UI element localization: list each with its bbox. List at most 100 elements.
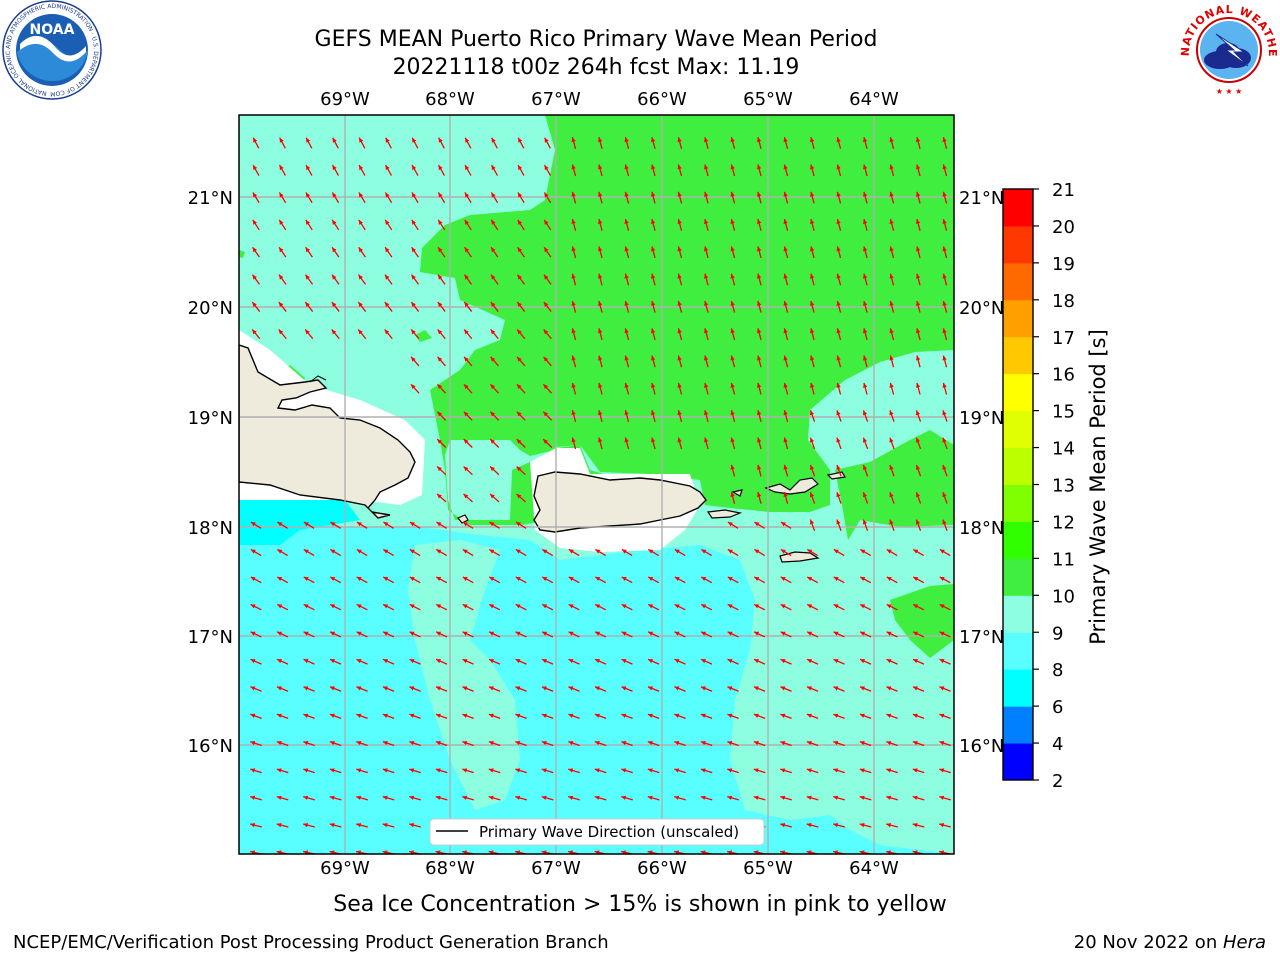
- wave-arrow: [862, 492, 869, 504]
- wave-arrow: [303, 741, 315, 747]
- wave-arrow: [515, 795, 527, 801]
- wave-arrow: [356, 741, 368, 747]
- colorbar-tick-label: 17: [1052, 328, 1075, 349]
- wave-arrow: [624, 328, 630, 341]
- wave-arrow: [409, 713, 421, 720]
- wave-arrow: [621, 795, 633, 801]
- wave-arrow: [277, 521, 288, 529]
- wave-arrow: [250, 768, 262, 774]
- wave-arrow: [704, 382, 709, 395]
- wave-arrow: [489, 493, 500, 503]
- wave-arrow: [462, 631, 474, 638]
- wave-arrow: [704, 218, 709, 231]
- wave-arrow: [252, 137, 260, 149]
- wave-arrow: [329, 603, 342, 611]
- wave-arrow: [727, 658, 739, 665]
- wave-arrow: [942, 300, 948, 313]
- wave-arrow: [568, 631, 580, 638]
- wave-arrow: [541, 631, 554, 638]
- wave-arrow: [542, 411, 553, 421]
- wave-arrow: [624, 355, 630, 368]
- colorbar-tick-label: 8: [1052, 660, 1063, 681]
- wave-arrow: [810, 191, 815, 204]
- wave-arrow: [753, 713, 766, 720]
- wave-arrow: [250, 658, 262, 665]
- wave-arrow: [488, 576, 501, 584]
- wave-arrow: [594, 741, 607, 747]
- period-fill-10s-speck: [239, 250, 245, 258]
- wave-arrow: [912, 658, 925, 665]
- wave-arrow: [886, 631, 898, 638]
- wave-arrow: [912, 603, 925, 611]
- wave-arrow: [651, 382, 656, 395]
- wave-arrow: [541, 795, 554, 801]
- wave-arrow: [435, 741, 448, 747]
- wave-arrow: [783, 246, 789, 259]
- wave-arrow: [276, 686, 289, 692]
- lon-tick-label: 66°W: [637, 89, 687, 110]
- wave-arrow: [543, 164, 552, 176]
- wave-arrow: [859, 795, 872, 801]
- wave-arrow: [780, 768, 792, 774]
- wave-arrow: [757, 164, 762, 177]
- wave-arrow: [806, 603, 819, 611]
- wave-arrow: [915, 464, 922, 477]
- wave-arrow: [939, 823, 951, 828]
- colorbar-segment: [1003, 447, 1033, 485]
- colorbar-tick-label: 19: [1052, 254, 1075, 275]
- wave-arrow: [783, 437, 789, 450]
- wave-arrow: [780, 823, 792, 828]
- wave-arrow: [382, 631, 395, 638]
- footer-date: 20 Nov 2022 on Hera: [1074, 932, 1266, 954]
- lat-tick-label: 21°N: [188, 188, 233, 209]
- wave-arrow: [727, 713, 739, 720]
- wave-arrow: [942, 328, 948, 341]
- wave-arrow: [303, 521, 315, 529]
- wave-arrow: [780, 686, 792, 692]
- wave-arrow: [437, 301, 446, 312]
- wave-arrow: [836, 273, 842, 286]
- wave-arrow: [571, 191, 577, 204]
- wave-arrow: [489, 438, 500, 448]
- longitude-labels-top: 69°W 68°W 67°W 66°W 65°W 64°W: [320, 89, 899, 110]
- wave-arrow: [250, 521, 262, 529]
- wave-arrow: [859, 686, 872, 692]
- wave-arrow: [490, 192, 499, 204]
- wave-arrow: [624, 410, 630, 422]
- wave-arrow: [411, 192, 419, 204]
- wave-arrow: [382, 795, 395, 801]
- wave-arrow: [833, 741, 845, 747]
- wave-arrow: [647, 741, 660, 747]
- wave-arrow: [757, 491, 762, 504]
- wave-arrow: [382, 548, 395, 557]
- wave-arrow: [730, 137, 736, 149]
- wave-arrow: [489, 466, 500, 476]
- wave-arrow: [651, 355, 656, 368]
- wave-arrow: [382, 823, 395, 828]
- wave-arrow: [753, 658, 766, 665]
- wave-arrow: [783, 382, 789, 395]
- wave-arrow: [516, 438, 526, 448]
- colorbar-tick-label: 14: [1052, 439, 1075, 460]
- wave-arrow: [863, 355, 868, 368]
- wave-arrow: [279, 137, 286, 149]
- wave-arrow: [727, 795, 739, 801]
- wave-arrow: [437, 192, 446, 204]
- wave-arrow: [753, 795, 766, 801]
- wave-arrow: [621, 768, 633, 774]
- wave-arrow: [727, 741, 739, 747]
- wave-arrow: [836, 355, 842, 368]
- wave-arrow: [677, 137, 683, 149]
- wave-arrow: [250, 686, 262, 692]
- wave-arrow: [783, 191, 789, 204]
- wave-arrow: [356, 603, 368, 611]
- wave-arrow: [543, 219, 552, 231]
- wave-arrow: [571, 410, 577, 422]
- wave-arrow: [647, 658, 660, 665]
- wave-arrow: [517, 219, 525, 231]
- wave-arrow: [410, 356, 420, 367]
- wave-arrow: [651, 191, 656, 204]
- wave-arrow: [329, 658, 342, 665]
- wave-arrow: [863, 300, 868, 313]
- lon-tick-label: 68°W: [425, 89, 475, 110]
